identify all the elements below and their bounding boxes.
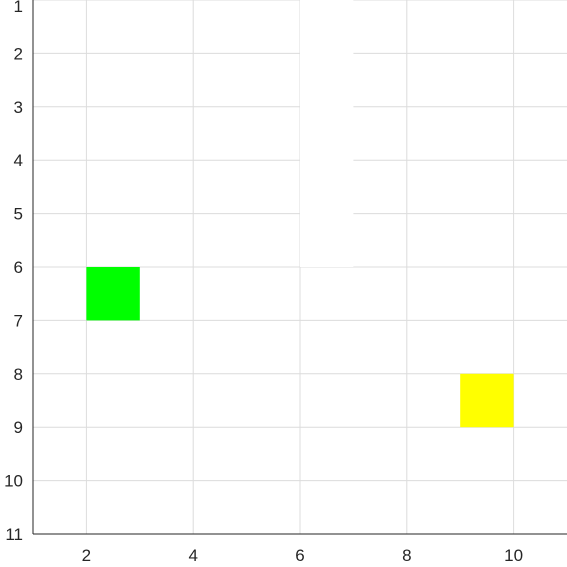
cell-layer [86,267,514,428]
goal-cell [460,373,514,428]
y-tick-label: 7 [14,311,23,330]
obstacle-layer [300,0,354,267]
x-tick-label: 10 [504,546,523,565]
y-tick-label: 10 [4,472,23,491]
x-tick-label: 4 [188,546,197,565]
y-tick-label: 1 [14,0,23,16]
y-tick-label: 8 [14,365,23,384]
wall-block [300,0,354,267]
y-tick-labels: 1 2 3 4 5 6 7 8 9 10 11 [4,0,23,544]
y-tick-label: 5 [14,205,23,224]
y-tick-label: 6 [14,258,23,277]
y-tick-label: 11 [5,525,23,544]
x-tick-label: 8 [402,546,411,565]
x-tick-labels: 2 4 6 8 10 [82,546,523,565]
y-tick-label: 2 [14,44,23,63]
y-tick-label: 9 [14,418,23,437]
x-tick-label: 6 [295,546,304,565]
y-tick-label: 3 [14,98,23,117]
x-tick-label: 2 [82,546,91,565]
agent-cell [86,267,140,321]
axes [32,0,567,535]
y-tick-label: 4 [14,151,23,170]
